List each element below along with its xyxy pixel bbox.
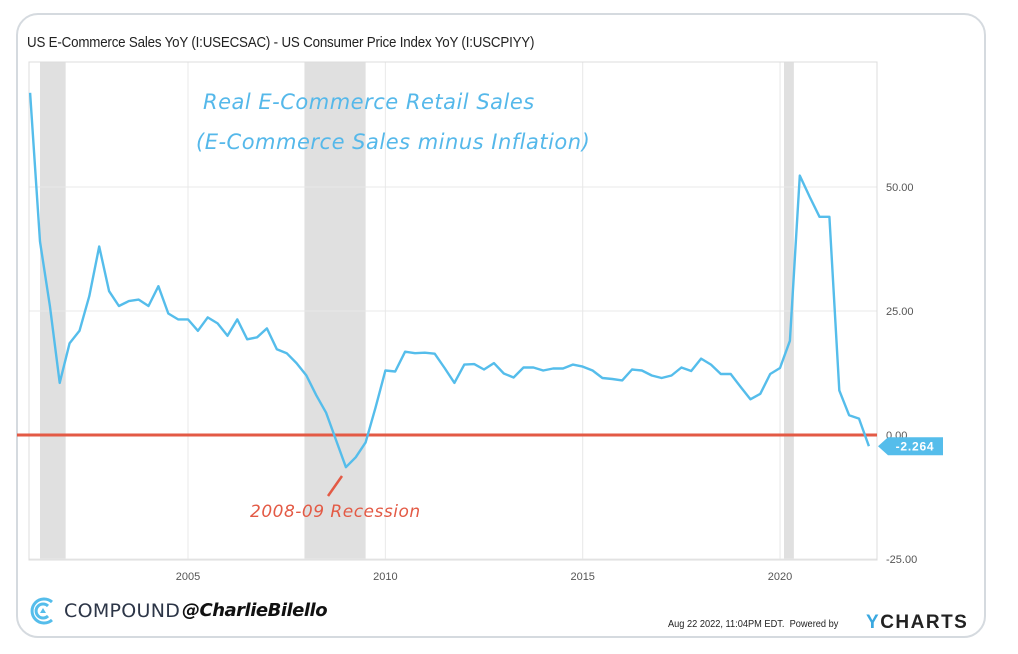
y-tick-label: -25.00: [886, 554, 917, 566]
recession-pointer: [326, 475, 344, 497]
powered-by-label: Powered by: [789, 618, 839, 630]
ycharts-y-glyph: Y: [866, 612, 881, 633]
compound-logo-icon: [30, 597, 53, 625]
annotation-subtitle: (E-Commerce Sales minus Inflation): [196, 130, 591, 154]
x-tick-label: 2010: [373, 571, 397, 583]
last-value-text: -2.264: [896, 440, 935, 454]
timestamp: Aug 22 2022, 11:04PM EDT.: [668, 618, 785, 630]
annotation-title: Real E-Commerce Retail Sales: [203, 90, 535, 114]
x-tick-label: 2020: [768, 571, 792, 583]
y-tick-label: 25.00: [886, 306, 914, 318]
series-line-real-ecommerce: [28, 92, 871, 469]
chart-card: [16, 13, 986, 638]
x-tick-label: 2015: [570, 571, 594, 583]
author-handle: @CharlieBilello: [182, 600, 328, 621]
ycharts-logo[interactable]: YCHARTS: [866, 612, 968, 634]
x-axis: 2005 2010 2015 2020: [176, 571, 793, 583]
y-tick-label: 50.00: [886, 182, 914, 194]
recession-annotation: 2008-09 Recession: [250, 502, 421, 522]
last-value-callout: -2.264: [878, 437, 943, 456]
last-value-badge: [878, 437, 943, 456]
brand-name: COMPOUND: [64, 600, 181, 622]
ycharts-wordmark: CHARTS: [880, 612, 969, 633]
x-tick-label: 2005: [176, 571, 200, 583]
footer-timestamp: Aug 22 2022, 11:04PM EDT. Powered by: [668, 618, 838, 630]
chart-title: US E-Commerce Sales YoY (I:USECSAC) - US…: [27, 35, 535, 51]
plot-border: [28, 61, 878, 561]
